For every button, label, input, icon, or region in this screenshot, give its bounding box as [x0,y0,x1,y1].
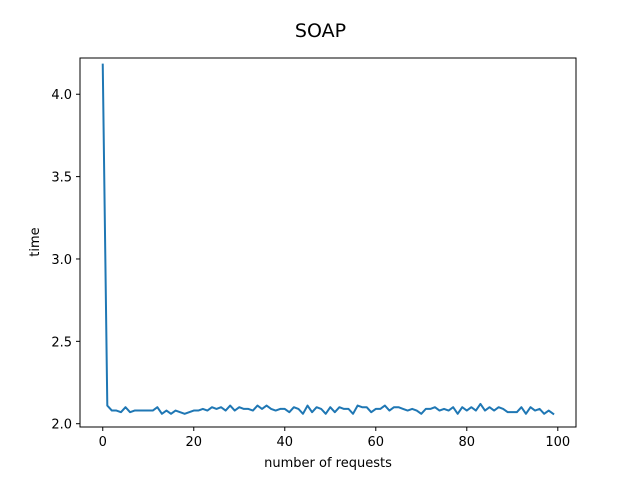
x-tick-label: 80 [459,435,476,450]
x-tick-label: 20 [185,435,202,450]
y-tick-label: 3.0 [51,253,72,268]
y-tick-label: 2.0 [51,418,72,433]
y-tick-label: 2.5 [51,335,72,350]
plot-area: 0 20 40 60 80 100 2.0 2.5 3.0 3.5 4.0 [51,57,577,450]
series-line-0 [101,63,555,416]
axes-frame [79,57,577,428]
x-tick-label: 0 [99,435,107,450]
x-tick-label: 60 [368,435,385,450]
x-tick-label: 100 [545,435,570,450]
chart-title: SOAP [295,20,346,42]
y-axis-label: time [28,227,43,256]
x-axis-label: number of requests [264,456,392,471]
y-tick-label: 3.5 [51,171,72,186]
y-tick-label: 4.0 [51,88,72,103]
x-tick-label: 40 [276,435,293,450]
